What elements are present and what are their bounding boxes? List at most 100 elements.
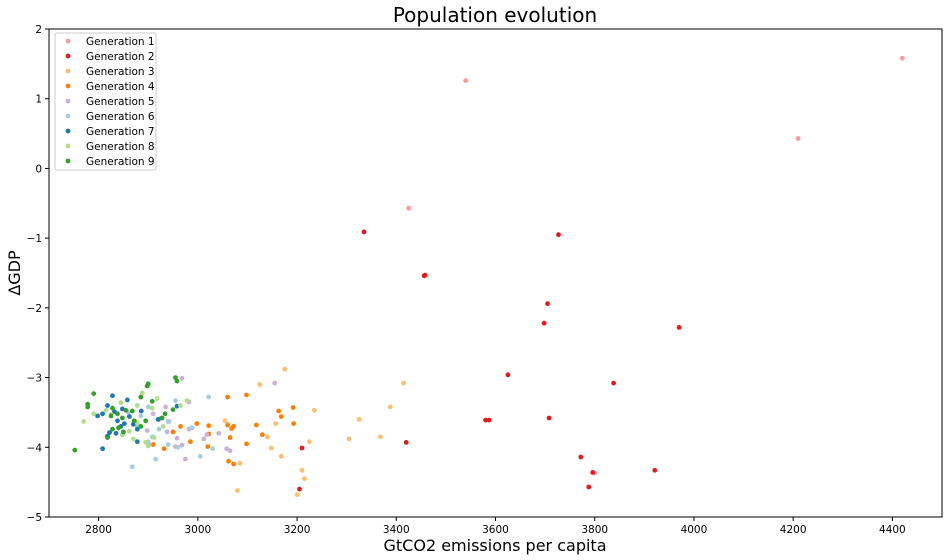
data-point xyxy=(346,436,352,442)
legend-label: Generation 7 xyxy=(86,126,155,138)
data-point xyxy=(291,421,296,426)
data-point xyxy=(652,467,658,473)
data-point xyxy=(290,405,296,410)
data-point xyxy=(278,414,284,419)
data-point xyxy=(179,375,185,381)
legend-item: Generation 9 xyxy=(65,156,155,168)
data-point xyxy=(161,446,167,452)
data-point xyxy=(129,408,135,414)
data-point xyxy=(276,408,282,414)
data-point xyxy=(227,435,233,440)
data-point xyxy=(421,273,427,279)
data-point xyxy=(541,320,547,326)
data-point xyxy=(505,372,511,378)
legend-item: Generation 2 xyxy=(65,51,155,63)
x-axis-label: GtCO2 emissions per capita xyxy=(384,536,607,555)
legend-item: Generation 1 xyxy=(65,36,155,48)
legend-label: Generation 1 xyxy=(86,36,155,48)
y-tick-label: 0 xyxy=(35,163,42,175)
data-point xyxy=(231,461,237,467)
data-point xyxy=(204,432,210,438)
data-point xyxy=(676,325,682,330)
data-points xyxy=(72,55,905,498)
data-point xyxy=(105,435,110,440)
data-point xyxy=(545,301,550,307)
data-point xyxy=(179,442,185,448)
data-point xyxy=(403,440,409,445)
x-tick-label: 4400 xyxy=(879,524,906,536)
data-point xyxy=(302,476,307,482)
data-point xyxy=(556,232,561,238)
y-tick-label: −1 xyxy=(27,233,42,245)
data-point xyxy=(210,446,216,452)
data-point xyxy=(899,55,905,61)
data-point xyxy=(120,415,125,421)
legend-marker xyxy=(65,113,71,119)
x-tick-label: 3200 xyxy=(284,524,311,536)
data-point xyxy=(144,383,150,389)
data-point xyxy=(126,414,132,419)
data-point xyxy=(125,397,130,403)
data-point xyxy=(85,404,91,410)
data-point xyxy=(312,407,317,413)
y-tick-label: −2 xyxy=(27,303,42,315)
data-point xyxy=(307,439,312,445)
legend-item: Generation 4 xyxy=(65,81,155,93)
data-point xyxy=(81,419,87,424)
y-axis: −5 −4 −3 −2 −1 0 1 2 xyxy=(27,24,49,524)
data-point xyxy=(178,403,183,408)
data-point xyxy=(170,407,176,412)
data-point xyxy=(115,411,120,417)
data-point xyxy=(224,446,230,452)
series-generation-3 xyxy=(222,366,407,498)
data-point xyxy=(138,394,144,400)
series-generation-6 xyxy=(125,394,216,470)
data-point xyxy=(183,456,188,462)
x-tick-label: 3400 xyxy=(383,524,410,536)
data-point xyxy=(118,400,124,406)
y-tick-label: 2 xyxy=(35,24,42,36)
data-point xyxy=(229,426,235,431)
data-point xyxy=(378,434,383,440)
data-point xyxy=(401,380,407,386)
data-point xyxy=(197,453,203,459)
data-point xyxy=(611,380,616,386)
data-point xyxy=(123,407,129,413)
data-point xyxy=(586,484,592,490)
data-point xyxy=(795,136,801,141)
data-point xyxy=(189,425,195,431)
data-point xyxy=(222,418,228,424)
data-point xyxy=(113,430,119,436)
legend-marker xyxy=(65,83,71,89)
data-point xyxy=(144,428,150,433)
data-point xyxy=(273,421,279,426)
data-point xyxy=(299,467,305,473)
data-point xyxy=(264,434,270,440)
data-point xyxy=(578,454,584,460)
data-point xyxy=(483,417,488,423)
legend-label: Generation 8 xyxy=(86,141,155,153)
data-point xyxy=(225,394,231,400)
legend-marker xyxy=(65,38,71,44)
legend-marker xyxy=(65,53,71,59)
data-point xyxy=(205,444,211,449)
data-point xyxy=(163,404,169,410)
x-tick-label: 3000 xyxy=(184,524,211,536)
data-point xyxy=(151,435,157,440)
data-point xyxy=(188,439,193,445)
data-point xyxy=(100,446,105,452)
data-point xyxy=(122,421,127,426)
legend-marker xyxy=(65,68,71,74)
legend-label: Generation 9 xyxy=(86,156,155,168)
legend-box xyxy=(54,32,157,171)
y-axis-label: ΔGDP xyxy=(5,250,24,296)
data-point xyxy=(184,398,190,403)
data-point xyxy=(257,382,263,387)
data-point xyxy=(244,392,249,398)
legend-marker xyxy=(65,128,71,134)
data-point xyxy=(237,460,243,466)
data-point xyxy=(387,404,393,410)
data-point xyxy=(129,464,135,470)
